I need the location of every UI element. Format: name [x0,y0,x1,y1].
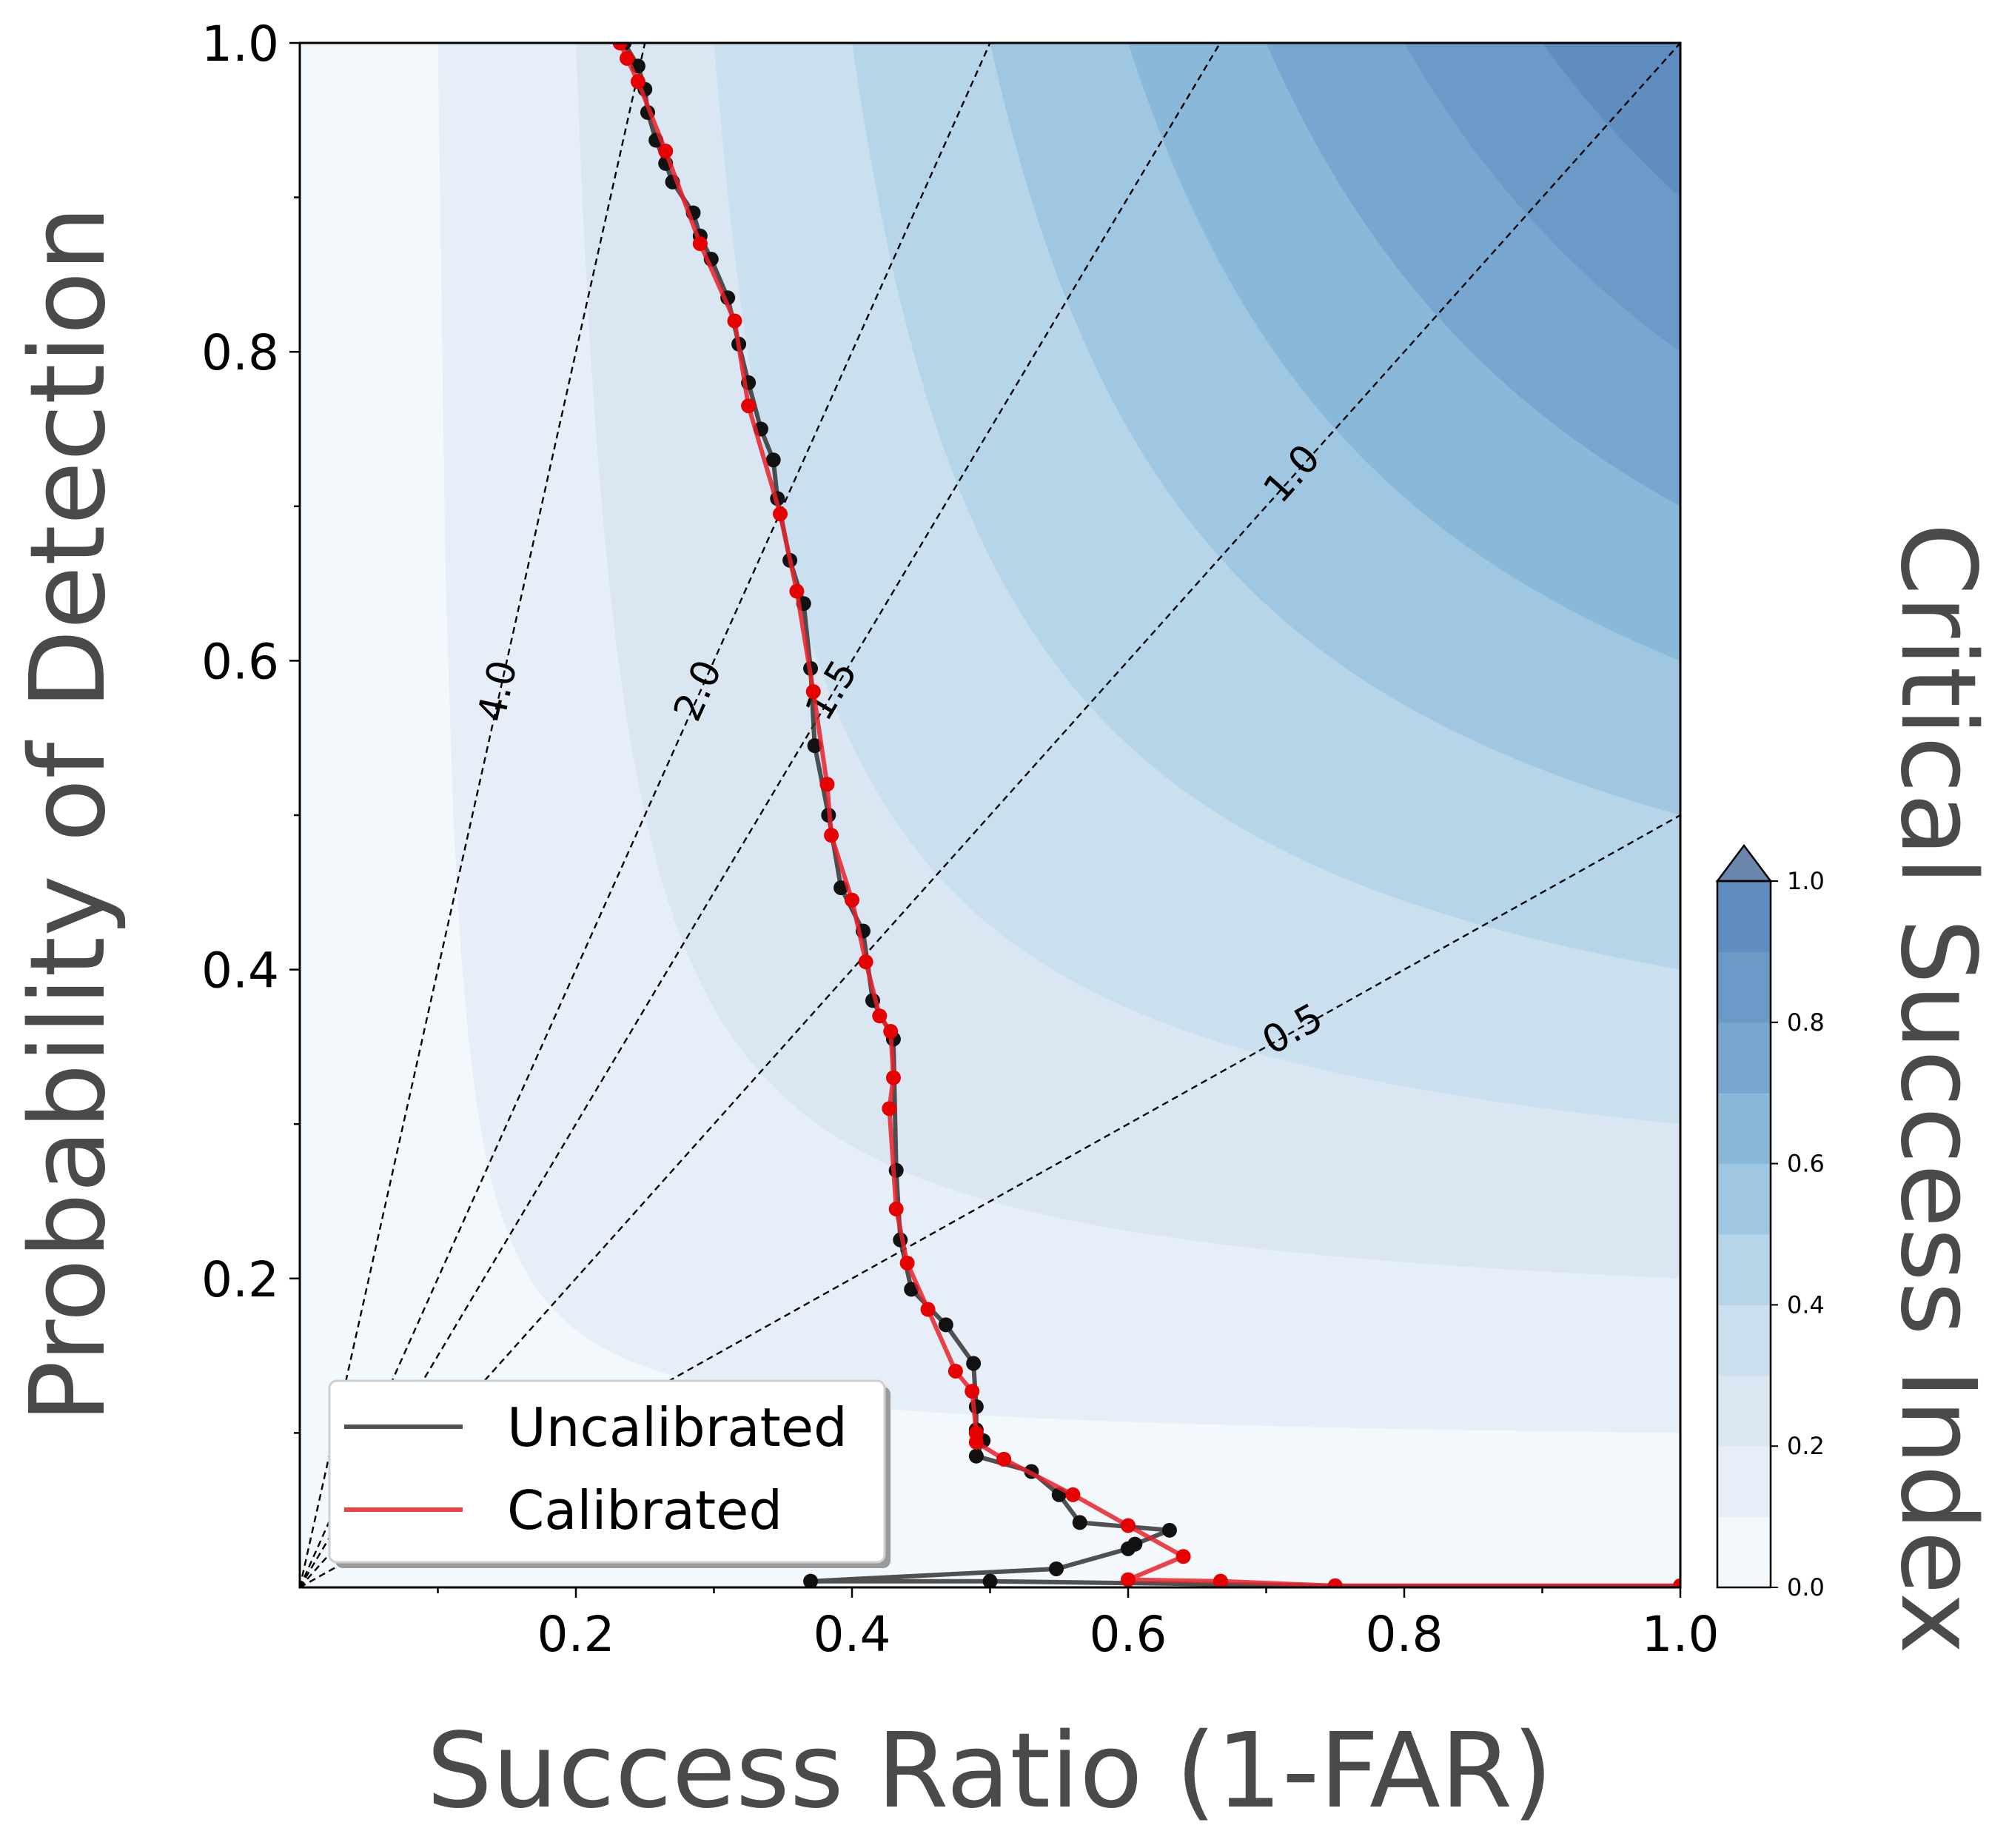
data-point [612,43,628,50]
x-tick-label: 0.2 [537,1606,615,1663]
colorbar-band [1717,1234,1771,1305]
frequency-bias-lines [300,43,1680,1587]
bias-line [300,43,991,1587]
data-point [968,1448,984,1464]
colorbar-band [1717,881,1771,952]
data-point [938,1317,953,1333]
data-point [858,954,873,970]
data-point [620,50,635,66]
colorbar-band [1717,1163,1771,1235]
y-tick-label: 0.4 [201,943,279,1000]
y-tick-label: 0.6 [201,633,279,690]
data-point [996,1451,1012,1467]
y-tick-label: 0.2 [201,1251,279,1308]
colorbar-tick-label: 0.6 [1787,1150,1825,1178]
colorbar-tick-label: 0.4 [1787,1290,1825,1319]
data-point [883,1024,899,1040]
colorbar-band [1717,1516,1771,1588]
data-point [1327,1578,1343,1587]
y-tick-label: 0.8 [201,324,279,381]
colorbar-band [1717,951,1771,1023]
data-point [773,506,788,522]
colorbar-frame [1716,880,1772,1589]
data-point [692,236,708,252]
data-point [968,1434,984,1450]
data-point [1121,1541,1136,1556]
bias-line [300,43,1680,1587]
data-point [805,684,821,700]
x-tick-label: 0.6 [1090,1606,1167,1663]
y-axis-title: Probability of Detection [8,206,129,1423]
colorbar-tick-label: 0.0 [1787,1573,1825,1601]
x-tick-label: 0.8 [1366,1606,1443,1663]
data-point [899,1255,915,1270]
data-point [845,892,859,908]
legend: Uncalibrated Calibrated [328,1379,891,1568]
data-point [882,1101,897,1116]
data-point [966,1356,982,1371]
data-point [1213,1573,1228,1587]
y-tick-label: 1.0 [201,16,279,73]
data-point [1049,1561,1064,1576]
x-axis: 0.2 0.4 0.6 0.8 1.0 [437,1587,1720,1663]
data-point [807,738,822,754]
colorbar-extend-arrow [1715,843,1773,883]
bias-line [300,43,646,1587]
colorbar-title: Critical Success Index [1877,523,1998,1654]
data-point [741,398,757,414]
data-point [1072,1515,1087,1530]
data-point [727,313,742,329]
legend-box [328,1379,886,1564]
colorbar-band [1717,1022,1771,1094]
data-point [630,74,645,90]
data-point [1065,1487,1081,1502]
colorbar-tick-label: 1.0 [1787,867,1825,895]
data-point [819,777,835,792]
legend-label: Calibrated [507,1479,782,1541]
data-point [1121,1518,1136,1533]
legend-label: Uncalibrated [507,1396,848,1459]
y-axis: 0.2 0.4 0.6 0.8 1.0 [201,16,300,1434]
colorbar-band [1717,1375,1771,1447]
data-point [920,1302,936,1317]
data-point [965,1384,980,1399]
data-point [1121,1572,1136,1587]
colorbar-band [1717,1446,1771,1518]
data-point [789,583,805,599]
data-point [1175,1549,1191,1564]
x-tick-label: 1.0 [1642,1606,1720,1663]
data-point [1673,1578,1680,1587]
x-tick-label: 0.4 [814,1606,891,1663]
data-point [888,1201,904,1216]
data-point [803,1573,819,1587]
bias-line [300,814,1680,1587]
colorbar-tick-label: 0.2 [1787,1432,1825,1460]
data-point [658,144,674,159]
data-point [982,1573,998,1587]
data-point [948,1363,963,1379]
series-layer [612,43,1680,1587]
colorbar-tick-label: 0.8 [1787,1008,1825,1037]
data-point [872,1008,888,1024]
colorbar-band [1717,1093,1771,1165]
data-point [1161,1522,1177,1538]
data-point [824,828,839,843]
colorbar-band [1717,1305,1771,1376]
x-axis-title: Success Ratio (1-FAR) [426,1711,1553,1832]
colorbar: 0.0 0.2 0.4 0.6 0.8 1.0 [1715,843,1825,1601]
data-point [885,1070,901,1085]
data-point [765,452,781,468]
